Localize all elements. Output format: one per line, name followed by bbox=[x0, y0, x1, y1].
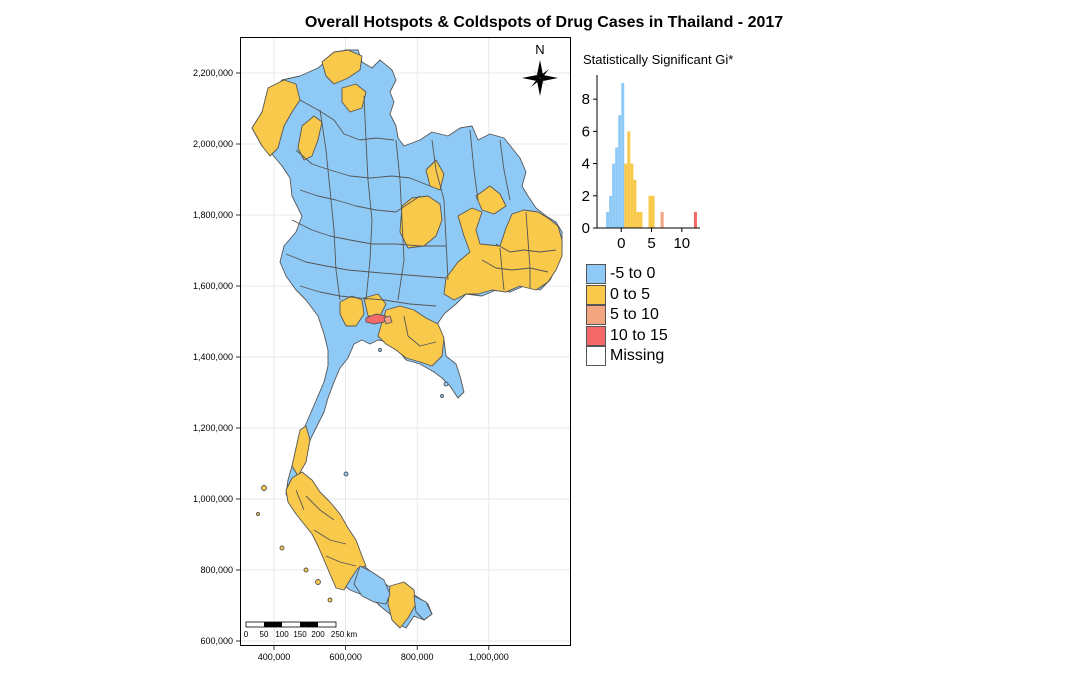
map-x-tick-label: 800,000 bbox=[401, 652, 434, 662]
histogram-bar bbox=[621, 83, 625, 228]
histogram-bar bbox=[633, 179, 637, 228]
legend-item: Missing bbox=[586, 346, 668, 367]
province-hotspot-samut-prakan bbox=[383, 315, 393, 325]
map-y-tick-label: 1,600,000 bbox=[193, 281, 233, 291]
north-label: N bbox=[535, 42, 544, 57]
legend-swatch bbox=[586, 264, 606, 285]
map-y-tick-label: 1,800,000 bbox=[193, 210, 233, 220]
histogram-y-tick-label: 2 bbox=[582, 188, 590, 205]
province-hotspot-south bbox=[285, 471, 367, 591]
histogram-bar bbox=[627, 131, 631, 228]
scale-bar-label: 100 bbox=[275, 630, 289, 639]
histogram-bar bbox=[606, 211, 610, 228]
histogram-y-tick-label: 0 bbox=[582, 220, 590, 237]
legend-item: -5 to 0 bbox=[586, 264, 668, 285]
legend-swatch bbox=[586, 305, 606, 326]
province-hotspot-south-upper bbox=[291, 425, 311, 477]
legend-label: 0 to 5 bbox=[610, 285, 651, 303]
map-x-tick-label: 1,000,000 bbox=[469, 652, 509, 662]
map-y-axis: 2,200,000 2,000,000 1,800,000 1,600,000 1,40… bbox=[193, 68, 240, 646]
islands-andaman bbox=[256, 485, 333, 603]
map-y-tick-label: 800,000 bbox=[200, 565, 233, 575]
legend-label: Missing bbox=[610, 347, 665, 365]
province-hotspot-northeast-top bbox=[475, 185, 507, 215]
histogram-y-tick-label: 4 bbox=[582, 156, 590, 173]
histogram-bar bbox=[618, 115, 622, 228]
histogram-y-ticks: 0 2 4 6 8 bbox=[582, 91, 597, 237]
map-y-tick-label: 1,400,000 bbox=[193, 352, 233, 362]
islands-gulf bbox=[343, 348, 449, 477]
histogram-x-tick-label: 0 bbox=[617, 235, 625, 250]
histogram-x-tick-label: 5 bbox=[647, 235, 655, 250]
province-coldspot-narathiwat bbox=[413, 595, 433, 621]
map-y-tick-label: 1,000,000 bbox=[193, 494, 233, 504]
province-hotspot-east bbox=[377, 305, 445, 367]
province-hotspot-north-west bbox=[251, 79, 301, 157]
histogram-bar bbox=[615, 147, 619, 228]
map-y-tick-label: 2,200,000 bbox=[193, 68, 233, 78]
histogram-bar bbox=[660, 211, 664, 228]
map-title: Overall Hotspots & Coldspots of Drug Cas… bbox=[304, 14, 784, 31]
province-hotspot-isan bbox=[443, 207, 563, 301]
histogram-bar bbox=[609, 195, 613, 228]
histogram-x-ticks: 0 5 10 bbox=[617, 228, 690, 250]
histogram-bar bbox=[648, 195, 652, 228]
north-arrow-icon bbox=[522, 60, 558, 96]
histogram-bar bbox=[693, 211, 697, 228]
histogram-bar bbox=[651, 195, 655, 228]
map-y-tick-label: 1,200,000 bbox=[193, 423, 233, 433]
map-y-tick-label: 2,000,000 bbox=[193, 139, 233, 149]
province-hotspot-north-3 bbox=[341, 83, 367, 113]
legend: -5 to 0 0 to 5 5 to 10 10 to 15 Missing bbox=[586, 264, 668, 367]
province-hotspot-central bbox=[339, 295, 365, 327]
province-hotspot-bangkok bbox=[365, 313, 387, 325]
histogram-bars bbox=[606, 83, 697, 228]
map-x-axis: 400,000 600,000 800,000 1,000,000 bbox=[258, 646, 509, 662]
histogram-y-tick-label: 8 bbox=[582, 91, 590, 108]
histogram-bar bbox=[624, 163, 628, 228]
legend-swatch bbox=[586, 284, 606, 305]
scale-bar-label: 50 bbox=[260, 630, 269, 639]
province-hotspot-khon-kaen bbox=[399, 195, 443, 249]
province-hotspot-deep-south bbox=[387, 581, 417, 629]
map-y-tick-label: 600,000 bbox=[200, 636, 233, 646]
histogram-bar bbox=[612, 163, 616, 228]
scale-bar-label: 150 bbox=[293, 630, 307, 639]
scale-bar-labels: 0 50 100 150 200 250 km bbox=[244, 630, 358, 639]
histogram-y-tick-label: 6 bbox=[582, 123, 590, 140]
map-x-tick-label: 600,000 bbox=[329, 652, 362, 662]
province-hotspot-north-2 bbox=[321, 49, 363, 85]
histogram-bar bbox=[639, 211, 643, 228]
legend-label: 10 to 15 bbox=[610, 326, 668, 344]
legend-item: 0 to 5 bbox=[586, 284, 668, 306]
scale-bar-label: 0 bbox=[244, 630, 249, 639]
legend-label: -5 to 0 bbox=[610, 265, 656, 283]
scale-bar bbox=[245, 621, 337, 628]
histogram-bar bbox=[630, 163, 634, 228]
province-coldspot-south bbox=[353, 565, 391, 605]
legend-swatch bbox=[586, 325, 606, 346]
histogram: 0 2 4 6 8 0 5 10 bbox=[582, 75, 700, 250]
histogram-x-tick-label: 10 bbox=[673, 235, 690, 250]
province-borders bbox=[285, 95, 557, 567]
histogram-bar bbox=[636, 211, 640, 228]
legend-item: 10 to 15 bbox=[586, 325, 668, 347]
legend-item: 5 to 10 bbox=[586, 305, 668, 326]
histogram-title: Statistically Significant Gi* bbox=[583, 52, 734, 67]
map-x-tick-label: 400,000 bbox=[258, 652, 291, 662]
legend-swatch bbox=[586, 346, 606, 367]
province-hotspot-north-1 bbox=[297, 115, 323, 161]
legend-label: 5 to 10 bbox=[610, 306, 659, 324]
scale-bar-label: 200 bbox=[311, 630, 325, 639]
scale-bar-label: 250 km bbox=[331, 630, 358, 639]
